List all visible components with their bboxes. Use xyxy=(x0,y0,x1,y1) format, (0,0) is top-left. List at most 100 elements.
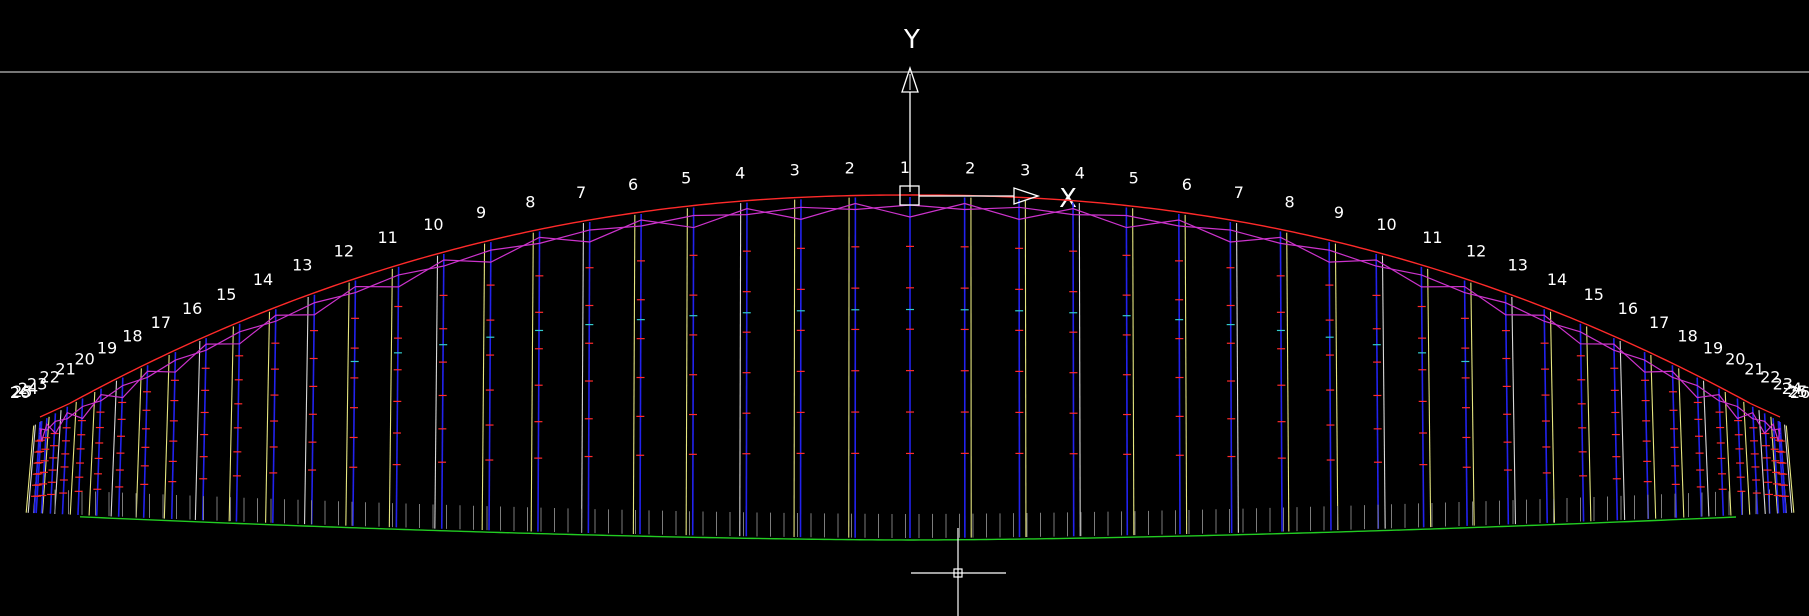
rib-profile-line xyxy=(581,223,584,533)
rib-label-left: 21 xyxy=(55,359,75,378)
rib-profile-line xyxy=(27,424,36,513)
rib-label-left: 13 xyxy=(292,256,312,275)
rib-label-left: 23 xyxy=(27,374,47,393)
rib-label-right: 10 xyxy=(1376,215,1396,234)
rib-line xyxy=(440,254,445,529)
rib-label-left: 20 xyxy=(75,350,95,369)
rib-line xyxy=(587,221,591,533)
rib-label-left: 24 xyxy=(18,379,38,398)
rib-line xyxy=(1671,365,1678,518)
rib-label-left: 18 xyxy=(122,326,142,345)
rib-profile-line xyxy=(1619,340,1626,520)
rib-label-left: 17 xyxy=(151,313,171,332)
rib-profile-line xyxy=(1078,203,1081,537)
rib-label-right: 7 xyxy=(1234,183,1244,202)
rib-label-left: 6 xyxy=(628,175,638,194)
rib-profile-line xyxy=(793,199,796,538)
y-axis-label: Y xyxy=(903,25,920,55)
rib-profile-line xyxy=(1470,282,1475,526)
rib-label-right: 21 xyxy=(1744,359,1764,378)
rib-number-labels-group: 1234567891011121314151617181920212223242… xyxy=(10,158,1809,402)
rib-profile-line xyxy=(1743,401,1751,515)
rib-label-left: 9 xyxy=(476,203,486,222)
rib-profile-line xyxy=(1586,326,1592,522)
leading-edge-curve xyxy=(69,194,1751,404)
rib-label-right: 14 xyxy=(1547,270,1567,289)
rib-line xyxy=(170,352,177,519)
rib-profile-line xyxy=(1678,368,1685,518)
rib-profile-line xyxy=(1549,311,1555,523)
rib-profile-line xyxy=(1511,297,1517,525)
rib-label-right: 23 xyxy=(1773,374,1793,393)
rib-profile-line xyxy=(388,268,393,528)
rib-label-right: 19 xyxy=(1703,339,1723,358)
rib-line xyxy=(1279,231,1283,532)
rib-label-left: 10 xyxy=(423,215,443,234)
rib-line xyxy=(33,421,41,514)
rib-line xyxy=(1736,398,1743,515)
rib-line xyxy=(1543,309,1549,523)
trailing-edge-curve xyxy=(79,516,1737,541)
rib-label-right: 17 xyxy=(1649,313,1669,332)
rib-line xyxy=(639,213,642,535)
rib-line xyxy=(745,202,748,537)
rib-line xyxy=(1613,338,1619,521)
rib-profile-line xyxy=(1286,232,1290,532)
rib-label-left: 12 xyxy=(334,242,354,261)
rib-line xyxy=(271,309,277,523)
rib-profile-line xyxy=(434,255,439,529)
rib-line xyxy=(142,365,149,518)
ribs-group xyxy=(25,197,1795,538)
rib-label-right: 9 xyxy=(1334,203,1344,222)
rib-line xyxy=(1178,213,1181,535)
rib-profile-line xyxy=(194,340,201,520)
rib-profile-line xyxy=(1236,223,1239,533)
rib-line xyxy=(1772,418,1780,514)
rib-line xyxy=(1696,377,1703,517)
rib-line xyxy=(1072,202,1075,537)
rib-line xyxy=(1779,421,1787,514)
rib-profile-line xyxy=(1758,410,1766,514)
rib-label-right: 2 xyxy=(965,159,975,178)
rib-profile-line xyxy=(345,282,350,526)
rib-label-left: 4 xyxy=(735,164,745,183)
rib-profile-line xyxy=(1784,424,1793,513)
rib-label-right: 18 xyxy=(1677,326,1697,345)
rib-profile-line xyxy=(1770,416,1779,514)
rib-profile-line xyxy=(1724,391,1732,516)
rib-line xyxy=(49,413,57,514)
rib-profile-line xyxy=(41,416,50,514)
rib-line xyxy=(1504,294,1510,525)
rib-line xyxy=(1579,323,1585,522)
rib-profile-line xyxy=(163,354,170,519)
rib-label-left: 19 xyxy=(97,339,117,358)
rib-profile-line xyxy=(303,297,309,525)
rib-label-left: 14 xyxy=(253,270,273,289)
rib-label-right: 20 xyxy=(1725,350,1745,369)
rib-label-right: 25 xyxy=(1788,382,1808,401)
rib-label-right: 5 xyxy=(1129,169,1139,188)
rib-line xyxy=(1328,242,1332,531)
rib-line xyxy=(395,266,400,528)
rib-profile-line xyxy=(1334,243,1339,531)
rib-profile-line xyxy=(1650,354,1657,519)
rib-profile-line xyxy=(88,391,96,516)
rib-line xyxy=(1375,254,1380,529)
rib-label-right: 22 xyxy=(1760,368,1780,387)
rib-profile-line xyxy=(1427,268,1432,528)
rib-line xyxy=(488,242,492,531)
rib-profile-line xyxy=(530,232,534,532)
rib-label-right: 4 xyxy=(1075,164,1085,183)
rib-line xyxy=(1125,207,1129,536)
rib-line xyxy=(310,294,316,525)
rib-line xyxy=(1420,266,1425,528)
rib-label-left: 2 xyxy=(845,159,855,178)
ucs-origin-box xyxy=(899,185,920,206)
rib-profile-line xyxy=(739,203,742,537)
rib-line xyxy=(61,406,69,515)
rib-label-right: 26 xyxy=(1790,383,1809,402)
rib-line xyxy=(1643,352,1650,519)
rib-label-left: 11 xyxy=(377,228,397,247)
